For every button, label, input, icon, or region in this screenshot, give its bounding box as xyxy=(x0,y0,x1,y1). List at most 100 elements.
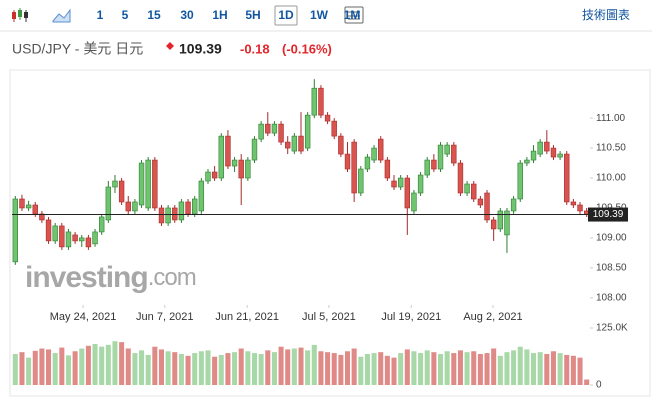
line-icon[interactable] xyxy=(52,8,71,23)
watermark-suffix: .com xyxy=(148,264,196,291)
y-tick-label: 108.50 xyxy=(596,263,627,274)
volume-bar xyxy=(584,379,590,385)
candle-icon[interactable] xyxy=(12,8,28,22)
interval-button[interactable]: 1 xyxy=(97,8,104,22)
candle-body xyxy=(79,237,85,242)
candle-body xyxy=(251,138,258,161)
volume-bar xyxy=(178,353,184,385)
volume-bar xyxy=(384,355,390,385)
volume-bar xyxy=(165,351,171,385)
volume-bar xyxy=(457,350,463,385)
volume-bar xyxy=(158,349,165,385)
volume-bar xyxy=(72,351,78,385)
settings-icon[interactable] xyxy=(344,6,364,24)
volume-bar xyxy=(331,353,337,385)
candle-body xyxy=(271,123,278,134)
volume-bar xyxy=(232,352,238,385)
candle-body xyxy=(424,159,430,176)
change: -0.18 xyxy=(240,41,270,56)
candle-body xyxy=(265,123,271,134)
candle-body xyxy=(338,135,344,155)
volume-bar xyxy=(351,348,357,385)
symbol: USD/JPY - 美元 日元 xyxy=(12,41,143,57)
volume-bar xyxy=(511,350,517,385)
volume-bar xyxy=(517,346,523,385)
volume-bar xyxy=(59,347,65,385)
interval-button[interactable]: 5H xyxy=(245,8,260,22)
candle-body xyxy=(291,135,298,152)
interval-button[interactable]: 30 xyxy=(180,8,194,22)
price: 109.39 xyxy=(179,41,222,57)
change-indicator xyxy=(166,42,174,50)
volume-bar xyxy=(285,349,291,385)
candle-body xyxy=(25,204,32,209)
x-tick-label: May 24, 2021 xyxy=(50,311,117,323)
volume-bar xyxy=(278,346,284,385)
volume-bar xyxy=(198,351,204,385)
interval-button[interactable]: 15 xyxy=(147,8,161,22)
volume-bar xyxy=(344,351,351,385)
interval-button[interactable]: 1W xyxy=(310,8,329,22)
volume-bar xyxy=(92,343,98,385)
candle-body xyxy=(431,159,437,170)
candle-body xyxy=(457,162,464,194)
candle-body xyxy=(198,180,205,212)
volume-bar xyxy=(105,344,111,385)
candle-body xyxy=(444,144,450,155)
volume-bar xyxy=(444,351,450,385)
candle-body xyxy=(32,204,38,215)
y-tick-label: 108.00 xyxy=(596,292,627,303)
candle-body xyxy=(192,198,198,215)
candle-body xyxy=(298,135,304,152)
candle-body xyxy=(544,141,550,152)
volume-bar xyxy=(185,355,191,385)
volume-bar xyxy=(39,348,45,385)
interval-button[interactable]: 1H xyxy=(212,8,227,22)
volume-bar xyxy=(437,353,444,385)
candle-body xyxy=(384,159,391,179)
candle-body xyxy=(118,180,125,203)
volume-bar xyxy=(125,348,131,385)
y2-tick-label: 125.0K xyxy=(596,323,628,334)
y-tick-label: 111.00 xyxy=(596,113,626,124)
volume-bar xyxy=(524,349,530,385)
toolbar: 技術圖表 xyxy=(12,6,630,24)
candle-body xyxy=(364,156,371,170)
candle-body xyxy=(464,183,470,194)
candle-body xyxy=(477,198,484,206)
volume-bar xyxy=(570,355,576,385)
volume-bar xyxy=(218,354,224,385)
candle-body xyxy=(152,159,158,209)
candle-body xyxy=(145,159,151,209)
candle-body xyxy=(52,225,58,242)
candle-body xyxy=(92,231,98,245)
y-tick-label: 110.50 xyxy=(596,143,626,154)
candle-body xyxy=(451,144,457,164)
interval-button[interactable]: 1D xyxy=(278,8,294,22)
candle-body xyxy=(490,219,497,230)
volume-bar xyxy=(112,341,118,385)
volume-bar xyxy=(378,352,384,385)
candle-body xyxy=(417,174,424,194)
volume-bar xyxy=(497,355,503,385)
volume-bar xyxy=(491,348,497,385)
volume-bar xyxy=(251,353,258,385)
candle-body xyxy=(411,192,417,212)
candle-body xyxy=(278,123,284,143)
candle-body xyxy=(311,87,317,116)
volume-bar xyxy=(391,357,397,385)
candle-body xyxy=(344,153,351,170)
last-price-label: 109.39 xyxy=(593,209,624,220)
volume-bar xyxy=(291,348,297,385)
volume-bar xyxy=(265,350,271,385)
technical-chart-link[interactable]: 技術圖表 xyxy=(582,8,630,22)
candle-body xyxy=(557,153,563,158)
candle-body xyxy=(165,207,171,224)
interval-button[interactable]: 1M xyxy=(344,8,361,22)
volume-bar xyxy=(26,357,32,385)
volume-bar xyxy=(484,353,490,385)
interval-button[interactable]: 5 xyxy=(122,8,129,22)
volume-bar xyxy=(305,350,311,385)
candle-body xyxy=(225,135,231,167)
candle-body xyxy=(218,135,224,179)
